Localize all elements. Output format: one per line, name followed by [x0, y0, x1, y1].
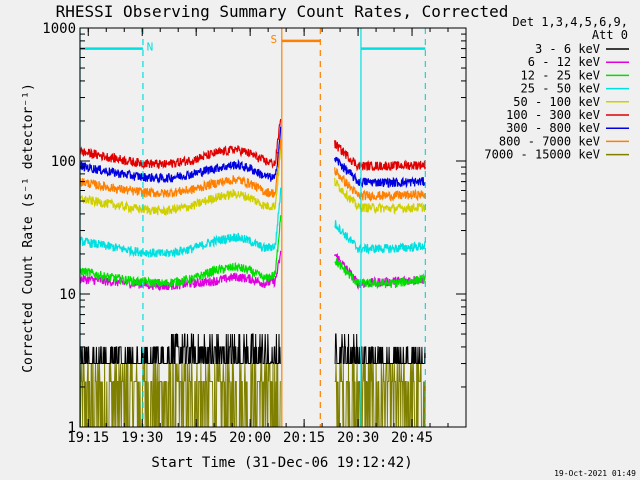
series-line-after-gap: [334, 167, 426, 203]
event-label: N: [147, 41, 154, 54]
legend-header-line-2: Att 0: [592, 28, 628, 42]
series-line: [79, 118, 282, 170]
legend-label: 300 - 800 keV: [506, 121, 600, 135]
x-tick-label: 20:15: [283, 430, 325, 446]
y-tick-label: 1: [68, 420, 76, 436]
series-line: [79, 187, 282, 259]
series-line-after-gap: [334, 220, 426, 255]
x-tick-label: 20:45: [391, 430, 433, 446]
series-line: [79, 363, 281, 428]
chart-title: RHESSI Observing Summary Count Rates, Co…: [56, 2, 509, 21]
y-axis-label: Corrected Count Rate (s⁻¹ detector⁻¹): [21, 83, 36, 373]
legend-label: 6 - 12 keV: [528, 55, 600, 69]
x-tick-label: 20:00: [229, 430, 271, 446]
legend-label: 800 - 7000 keV: [499, 134, 600, 148]
series-line-after-gap: [334, 333, 426, 364]
y-tick-label: 1000: [42, 21, 76, 37]
y-tick-label: 10: [59, 287, 76, 303]
series-line: [79, 215, 282, 288]
series-line: [79, 333, 281, 365]
series-line-after-gap: [334, 140, 426, 172]
legend-label: 12 - 25 keV: [521, 68, 600, 82]
axis-ticks: 19:15 19:30 19:45 20:00 20:15 20:30 20:45 1 10 10…: [42, 21, 467, 446]
x-axis-label: Start Time (31-Dec-06 19:12:42): [151, 455, 412, 471]
x-tick-label: 20:30: [337, 430, 379, 446]
legend-label: 3 - 6 keV: [535, 42, 600, 56]
series-line: [79, 126, 282, 184]
legend-label: 100 - 300 keV: [506, 108, 600, 122]
legend-label: 7000 - 15000 keV: [484, 148, 600, 162]
legend-header-line-1: Det 1,3,4,5,6,9,: [512, 15, 628, 29]
series-line: [79, 139, 282, 198]
series-line-after-gap: [334, 258, 426, 290]
y-tick-label: 100: [51, 154, 76, 170]
series-line: [79, 149, 282, 217]
series-line-after-gap: [334, 156, 426, 189]
series-line-after-gap: [334, 363, 426, 428]
x-tick-label: 19:30: [121, 430, 163, 446]
legend-label: 25 - 50 keV: [521, 82, 600, 96]
data-traces: [79, 118, 426, 428]
plot-frame: [79, 27, 467, 428]
x-tick-label: 19:15: [67, 430, 109, 446]
series-line-after-gap: [334, 177, 426, 216]
event-label: S: [271, 33, 278, 46]
generation-timestamp: 19-Oct-2021 01:49: [554, 469, 636, 478]
x-tick-label: 19:45: [175, 430, 217, 446]
legend-label: 50 - 100 keV: [513, 95, 600, 109]
